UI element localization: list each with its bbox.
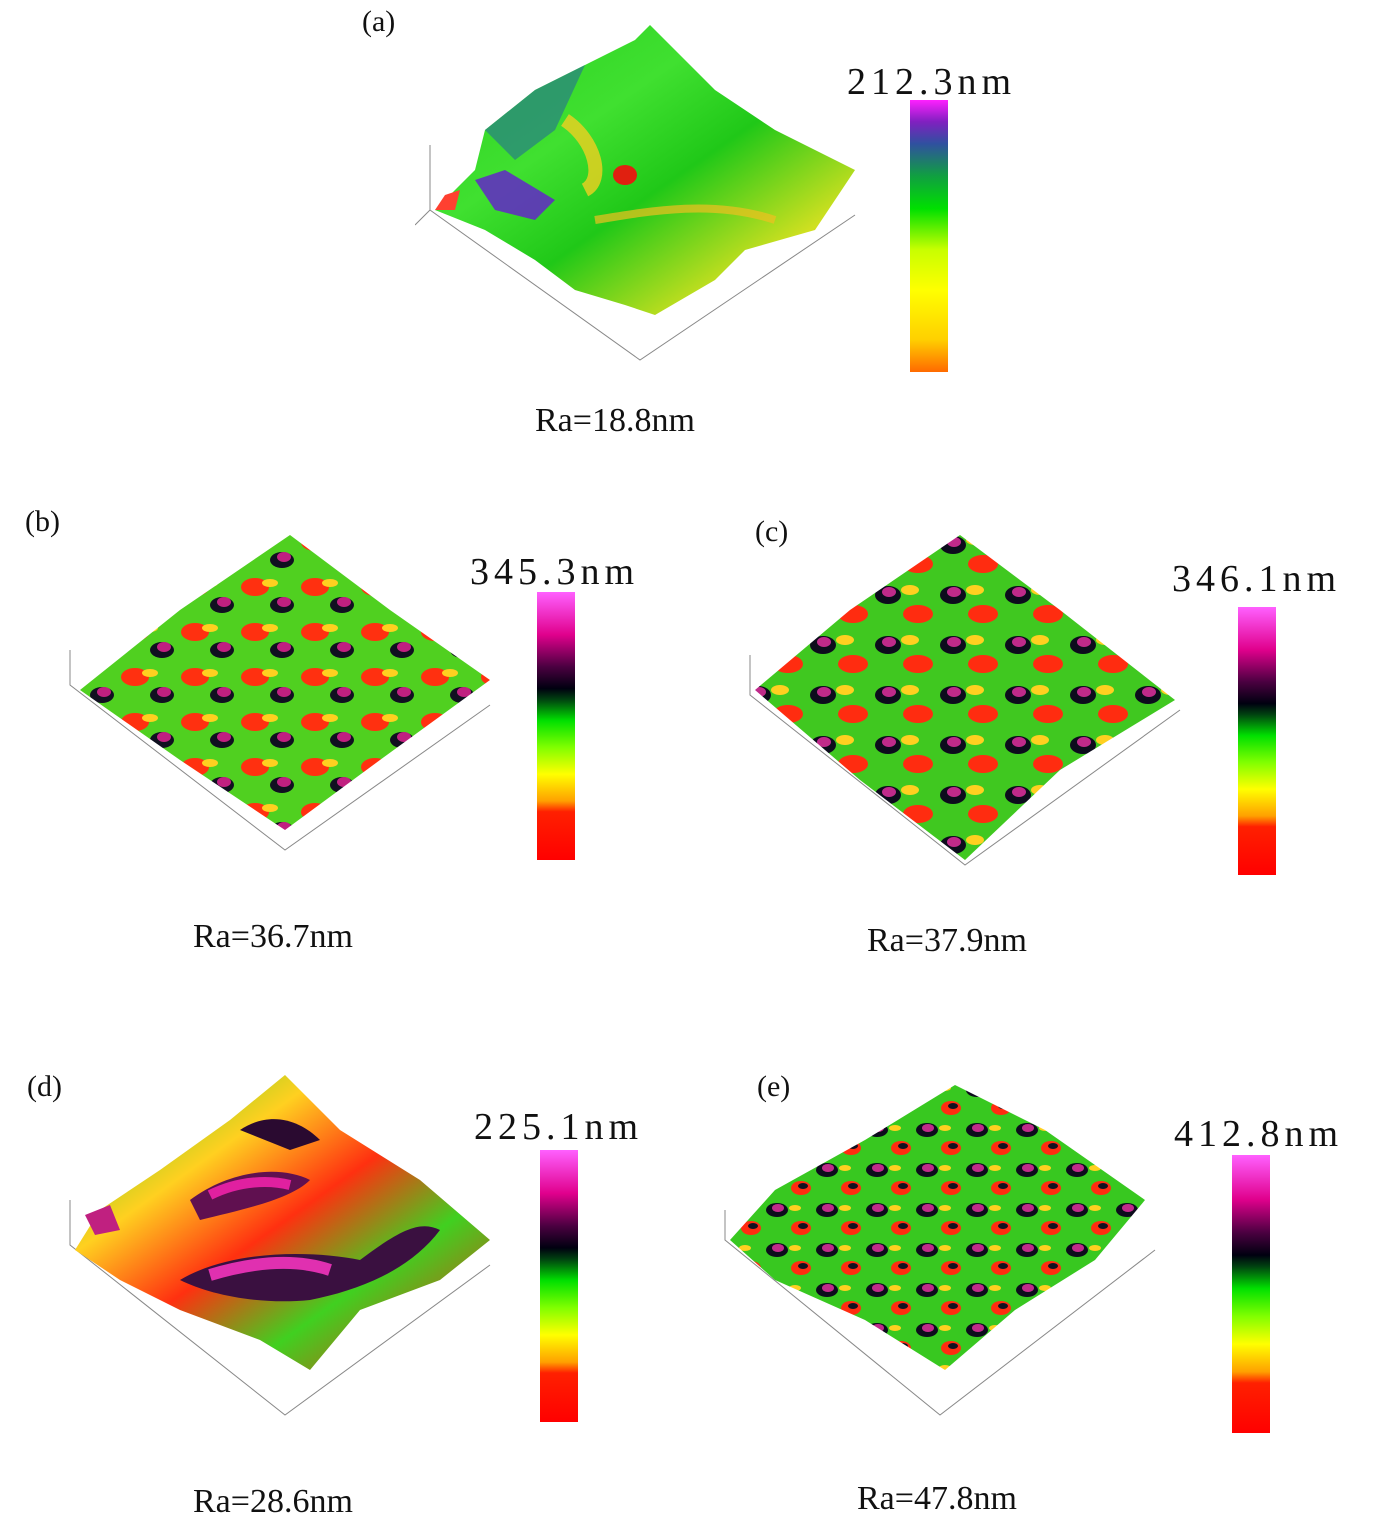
scale-max-b: 345.3nm <box>470 551 640 593</box>
colorbar-e <box>1232 1155 1270 1433</box>
scale-max-d: 225.1nm <box>474 1106 644 1148</box>
colorbar-c <box>1238 607 1276 875</box>
roughness-a: Ra=18.8nm <box>535 402 695 439</box>
panel-label-d: (d) <box>27 1070 62 1103</box>
panel-label-c: (c) <box>755 515 789 548</box>
roughness-c: Ra=37.9nm <box>867 922 1027 959</box>
panel-label-a: (a) <box>362 5 396 38</box>
roughness-b: Ra=36.7nm <box>193 918 353 955</box>
roughness-d: Ra=28.6nm <box>193 1483 353 1520</box>
surface-plot-d <box>69 1075 491 1416</box>
surface-plot-a <box>415 25 856 361</box>
scale-max-c: 346.1nm <box>1172 558 1342 600</box>
colorbar-a <box>910 100 948 372</box>
surface-plot-e <box>724 1085 1156 1416</box>
roughness-e: Ra=47.8nm <box>857 1480 1017 1517</box>
panel-label-b: (b) <box>25 505 60 538</box>
scale-max-a: 212.3nm <box>847 61 1017 103</box>
colorbar-d <box>540 1150 578 1422</box>
scale-max-e: 412.8nm <box>1174 1113 1344 1155</box>
panel-label-e: (e) <box>757 1070 791 1103</box>
surface-plot-c <box>749 535 1181 866</box>
surface-plot-b <box>69 535 491 851</box>
colorbar-b <box>537 592 575 860</box>
